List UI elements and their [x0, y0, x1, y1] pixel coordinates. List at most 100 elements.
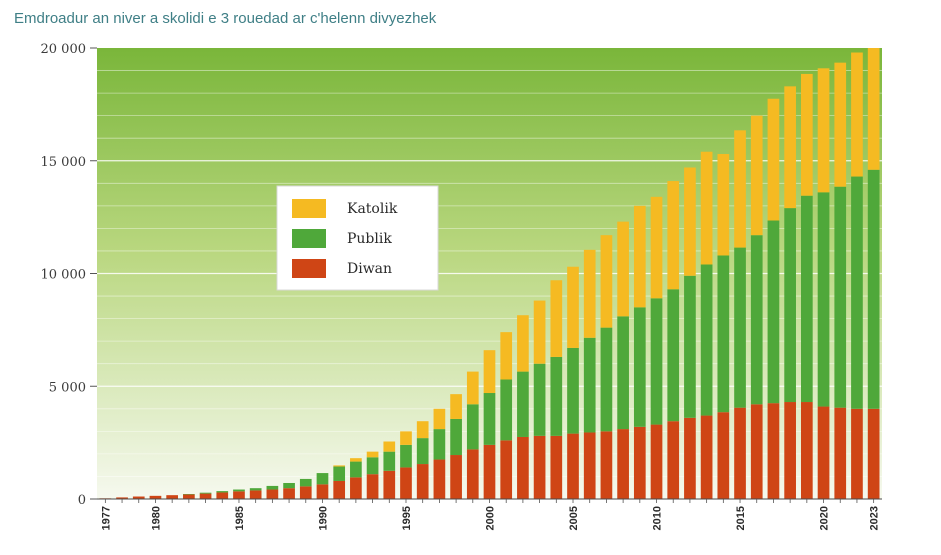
bar-publik-1999 [466, 404, 479, 450]
bar-katolik-2002 [517, 315, 529, 372]
bar-katolik-1998 [450, 394, 462, 419]
bar-diwan-1985 [233, 491, 245, 499]
bar-katolik-2023 [867, 48, 880, 170]
bar-katolik-2011 [667, 181, 680, 290]
bar-publik-1987 [266, 485, 279, 490]
y-tick-label: 15 000 [41, 155, 87, 170]
bar-katolik-1999 [466, 371, 479, 405]
bar-publik-1991 [333, 466, 346, 481]
y-tick-label: 20 000 [41, 42, 87, 57]
bar-publik-1998 [450, 418, 462, 456]
bar-diwan-2013 [700, 415, 713, 499]
bars-layer [99, 48, 880, 499]
x-axis: 1977 1980 1985 1990 1995 2000 2005 2010 2015 2020… [100, 499, 881, 530]
bar-diwan-1981 [166, 495, 178, 499]
x-tick-label: 2005 [568, 506, 580, 530]
bar-publik-2019 [800, 195, 813, 403]
bar-diwan-2004 [550, 435, 563, 499]
bar-publik-2013 [700, 264, 713, 416]
bar-diwan-2003 [533, 435, 546, 499]
x-tick-label: 2010 [652, 506, 664, 530]
bar-publik-2012 [684, 275, 696, 418]
bar-diwan-2022 [851, 408, 863, 499]
bar-diwan-2021 [834, 407, 847, 499]
bar-publik-2020 [817, 192, 830, 407]
bar-katolik-1992 [350, 458, 362, 462]
chart-title: Emdroadur an niver a skolidi e 3 rouedad… [14, 10, 437, 27]
bar-diwan-2006 [583, 432, 596, 499]
x-tick-label: 2000 [485, 506, 497, 530]
bar-publik-2015 [734, 247, 746, 408]
bar-publik-1995 [400, 444, 412, 468]
bar-diwan-1979 [132, 496, 145, 499]
bar-katolik-2005 [567, 266, 579, 348]
bar-diwan-1993 [366, 474, 379, 499]
bar-diwan-1997 [433, 459, 446, 499]
bar-diwan-2012 [684, 417, 696, 499]
bar-diwan-2017 [767, 403, 780, 499]
x-tick-label: 1985 [234, 506, 246, 530]
legend-swatch-diwan [292, 259, 326, 278]
bar-katolik-2019 [800, 73, 813, 196]
bar-diwan-1978 [116, 497, 128, 499]
bar-diwan-1989 [299, 486, 312, 499]
bar-diwan-2008 [617, 429, 629, 499]
y-tick-label: 10 000 [41, 268, 87, 283]
bar-publik-1986 [249, 488, 262, 491]
bar-diwan-1996 [416, 464, 429, 499]
y-axis: 0 5 000 10 000 15 000 20 000 [41, 42, 97, 508]
bar-publik-2003 [533, 363, 546, 436]
bar-publik-1996 [416, 438, 429, 465]
bar-diwan-1983 [199, 493, 212, 499]
y-tick-label: 0 [78, 493, 86, 508]
bar-diwan-1980 [149, 495, 162, 499]
bar-diwan-2000 [483, 444, 496, 499]
bar-publik-2008 [617, 316, 629, 430]
bar-publik-1988 [283, 482, 295, 489]
x-tick-label: 1995 [401, 506, 413, 530]
bar-katolik-2020 [817, 68, 830, 193]
x-tick-label: 1977 [100, 506, 112, 530]
legend-label-katolik: Katolik [347, 201, 398, 217]
bar-publik-2002 [517, 371, 529, 437]
x-tick-label: 2015 [735, 506, 747, 530]
bar-katolik-2001 [500, 332, 513, 380]
bar-katolik-1997 [433, 408, 446, 430]
bar-katolik-2021 [834, 62, 847, 187]
bar-diwan-2011 [667, 421, 680, 499]
bar-diwan-1987 [266, 489, 279, 499]
bar-diwan-1984 [216, 492, 229, 499]
bar-diwan-2023 [867, 408, 880, 499]
bar-katolik-2012 [684, 167, 696, 276]
bar-diwan-1999 [466, 449, 479, 499]
bar-publik-2021 [834, 186, 847, 408]
bar-diwan-2016 [750, 404, 763, 499]
bar-katolik-2018 [784, 86, 796, 209]
bar-publik-2007 [600, 327, 613, 432]
bar-katolik-2007 [600, 235, 613, 328]
bar-diwan-2020 [817, 406, 830, 499]
bar-publik-2001 [500, 379, 513, 441]
bar-diwan-1988 [283, 488, 295, 499]
x-tick-label: 2020 [819, 506, 831, 530]
legend-swatch-publik [292, 229, 326, 248]
bar-diwan-2009 [633, 426, 646, 499]
bar-katolik-2003 [533, 300, 546, 364]
bar-diwan-2015 [734, 407, 746, 499]
bar-katolik-2022 [851, 52, 863, 177]
bar-publik-2022 [851, 176, 863, 409]
bar-publik-2009 [633, 307, 646, 427]
bar-publik-1983 [199, 492, 212, 494]
bar-katolik-1994 [383, 441, 396, 452]
bar-diwan-1992 [350, 477, 362, 499]
bar-katolik-2000 [483, 350, 496, 394]
bar-diwan-2014 [717, 412, 730, 499]
x-tick-label: 1990 [317, 506, 329, 530]
bar-publik-1994 [383, 451, 396, 471]
bar-katolik-2006 [583, 249, 596, 338]
bar-publik-2000 [483, 393, 496, 445]
bar-diwan-1994 [383, 470, 396, 499]
legend-swatch-katolik [292, 199, 326, 218]
bar-katolik-2016 [750, 115, 763, 236]
